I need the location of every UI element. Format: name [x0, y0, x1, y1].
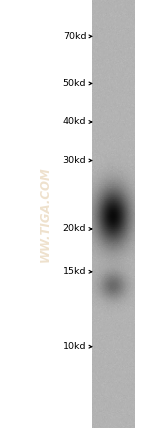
Text: 40kd: 40kd [63, 117, 86, 127]
Text: 20kd: 20kd [63, 224, 86, 234]
Text: 30kd: 30kd [63, 156, 86, 165]
Text: 70kd: 70kd [63, 32, 86, 41]
Text: 15kd: 15kd [63, 267, 86, 276]
Text: 50kd: 50kd [63, 79, 86, 88]
Text: 10kd: 10kd [63, 342, 86, 351]
Text: WW.TIGA.COM: WW.TIGA.COM [39, 166, 51, 262]
